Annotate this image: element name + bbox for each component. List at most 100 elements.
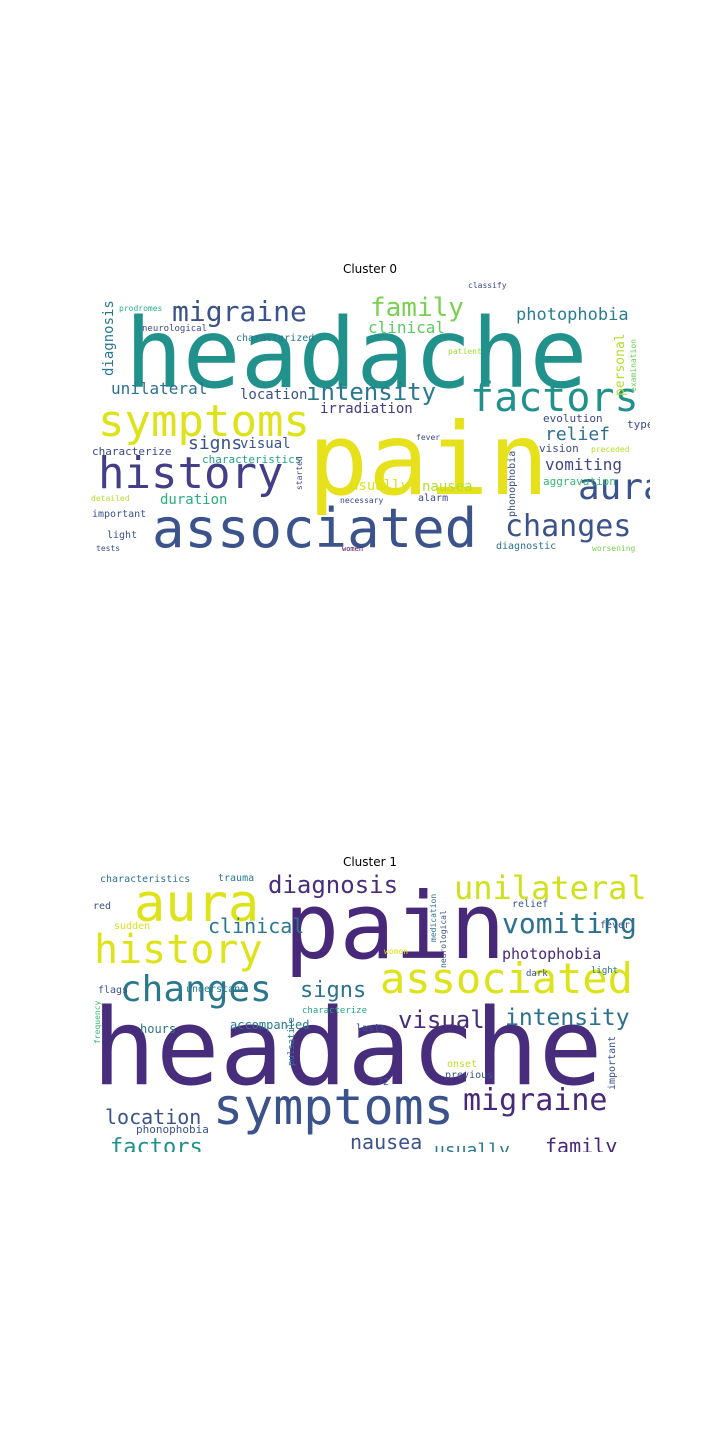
word: neurological [439, 910, 448, 968]
word: fever [600, 920, 631, 931]
word: irradiation [320, 401, 413, 417]
word: pain [308, 401, 549, 518]
word: photophobia [516, 305, 629, 325]
word: evolution [543, 412, 603, 425]
word: prodromes [119, 304, 163, 313]
word: aura [134, 874, 260, 934]
word: understand [186, 984, 247, 995]
word: usually [434, 1140, 510, 1153]
word: migraine [463, 1083, 608, 1118]
word: photophobia [502, 945, 602, 963]
word: factors [110, 1135, 203, 1153]
word: headache [92, 986, 603, 1109]
word: symptoms [213, 1078, 454, 1136]
word: started [295, 456, 304, 490]
word: flags [98, 985, 129, 996]
word: fever [416, 433, 441, 442]
word: clinical [208, 914, 305, 938]
word: frequency [93, 1000, 102, 1044]
word: trauma [218, 873, 255, 884]
word: changes [505, 509, 632, 544]
word: examination [629, 339, 638, 392]
word: duration [160, 492, 228, 508]
word: neurological [142, 324, 208, 334]
word: red [93, 901, 112, 912]
word: diagnosis [268, 872, 399, 899]
word: aura [578, 467, 650, 508]
word: visual [240, 436, 291, 452]
word: characterize [92, 445, 172, 458]
word: women [342, 545, 364, 553]
word: patient [448, 347, 482, 356]
word: characterize [302, 1006, 368, 1016]
word: classify [468, 281, 507, 290]
word: tests [96, 544, 121, 553]
word: location [240, 387, 308, 403]
word: phonophobia [507, 450, 518, 517]
word: 72 [377, 1077, 390, 1088]
wordcloud-panel-cluster-0: Cluster 0 headache pain associated sympt… [90, 262, 650, 562]
word: family [370, 293, 464, 323]
word: light [107, 530, 138, 541]
word: usually [350, 478, 410, 494]
word: headache [125, 298, 588, 410]
word: associated [152, 497, 478, 560]
word: important [607, 1035, 618, 1090]
word: onset [447, 1059, 478, 1070]
word: important [92, 509, 147, 520]
panel-title: Cluster 0 [342, 262, 398, 276]
word: light [591, 966, 619, 976]
word: type [627, 418, 650, 431]
word: diagnosis [101, 300, 117, 376]
word: women [384, 947, 409, 956]
word: vision [539, 442, 579, 455]
word: vomiting [545, 455, 623, 474]
word: characteristics [202, 453, 302, 466]
word: phonophobia [136, 1123, 209, 1136]
word: dark [526, 969, 548, 979]
word: changes [120, 969, 272, 1010]
word: location [105, 1105, 202, 1129]
word: clinical [368, 318, 446, 337]
word: history [98, 448, 284, 499]
word: unilateral [454, 872, 647, 907]
word: relief [545, 424, 611, 445]
word: accompanied [230, 1018, 310, 1032]
panel-title: Cluster 1 [342, 855, 398, 869]
word: pain [284, 873, 506, 980]
word: detailed [91, 494, 130, 503]
word: history [94, 927, 263, 973]
wordcloud-panel-cluster-1: Cluster 1 headache pain symptoms aura hi… [90, 855, 650, 1155]
word: nausea [422, 479, 473, 495]
word: characterized [236, 333, 315, 344]
word: signs [188, 433, 243, 454]
word: signs [300, 978, 367, 1003]
word: intensity [306, 378, 437, 406]
word: lasts [356, 1023, 387, 1034]
word: nausea [350, 1130, 423, 1152]
word: visual [398, 1006, 485, 1034]
word: preceded [591, 445, 630, 454]
word: previous [445, 1070, 494, 1081]
word: unilateral [111, 379, 208, 398]
word: sudden [114, 921, 151, 932]
word: necessary [340, 496, 384, 505]
word: vomiting [502, 907, 637, 940]
word: aggravation [543, 475, 616, 488]
word: worsening [592, 544, 636, 553]
word: relief [512, 899, 549, 910]
word: pulsatile [287, 1017, 297, 1066]
word: characteristics [100, 874, 191, 885]
word: symptoms [98, 396, 310, 447]
wordcloud-canvas: headache pain associated symptoms histor… [90, 280, 650, 560]
word: migraine [172, 295, 307, 328]
word: intensity [505, 1005, 630, 1031]
word: diagnostic [496, 541, 557, 552]
word: family [545, 1134, 618, 1152]
word: alarm [418, 493, 449, 504]
wordcloud-canvas: headache pain symptoms aura history asso… [90, 872, 650, 1152]
word: factors [470, 375, 639, 421]
word: associated [380, 954, 633, 1003]
word: medication [429, 893, 438, 942]
word: personal [613, 333, 628, 396]
